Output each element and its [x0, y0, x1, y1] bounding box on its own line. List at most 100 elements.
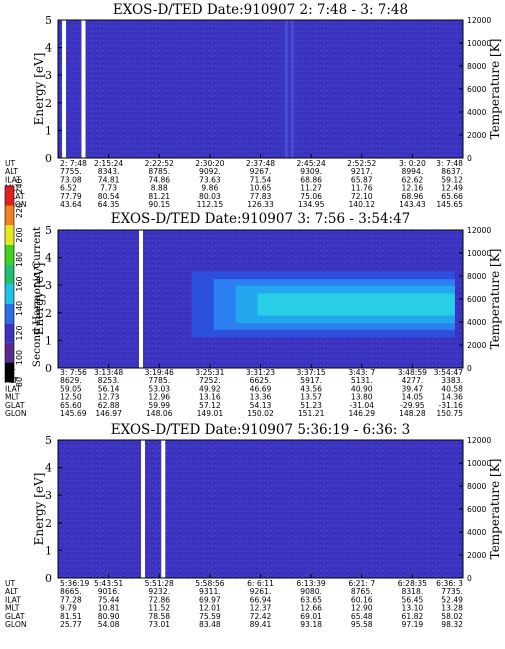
y-right-tick-label: 0 — [467, 154, 472, 163]
table-row-label: ALT — [5, 587, 18, 596]
table-cell: 145.65 — [436, 200, 463, 209]
table-cell: 9261. — [250, 587, 272, 596]
table-cell: 3: 7:56 — [60, 368, 87, 377]
chart-title: EXOS-D/TED Date:910907 2: 7:48 - 3: 7:48 — [113, 2, 408, 18]
y-tick-label: 4 — [45, 42, 52, 55]
table-row-label: GLON — [5, 200, 27, 209]
table-cell: 8637. — [441, 167, 463, 176]
y-right-tick-label: 2000 — [467, 551, 486, 560]
table-cell: 12.37 — [250, 604, 272, 613]
table-cell: 7785. — [148, 376, 170, 385]
table-cell: 150.02 — [247, 409, 274, 418]
colorbar-tick-label: 220 — [15, 203, 24, 218]
table-cell: 7755. — [60, 167, 82, 176]
table-cell: 8343. — [98, 167, 120, 176]
y-tick-label: 0 — [45, 362, 52, 375]
table-cell: 8629. — [60, 376, 82, 385]
y-tick-label: 3 — [45, 69, 52, 82]
y-tick-label: 4 — [45, 462, 52, 475]
table-cell: 6:28:35 — [398, 579, 427, 588]
colorbar-segment — [5, 362, 14, 382]
table-cell: 5:58:56 — [195, 579, 224, 588]
y-right-tick-label: 0 — [467, 364, 472, 373]
table-cell: 40.58 — [441, 384, 463, 393]
table-cell: 9.86 — [201, 184, 218, 193]
table-cell: 6:13:39 — [296, 579, 325, 588]
table-cell: 143.43 — [399, 200, 426, 209]
table-cell: 61.82 — [402, 612, 424, 621]
table-cell: 4277. — [402, 376, 424, 385]
table-cell: 97.19 — [402, 620, 424, 629]
table-cell: 3:37:15 — [296, 368, 325, 377]
y-right-axis-label: Temperature [K] — [488, 39, 502, 140]
table-cell: 12.49 — [441, 184, 463, 193]
y-right-tick-label: 8000 — [467, 482, 486, 491]
table-cell: 80.54 — [98, 192, 120, 201]
table-row-label: GLAT — [5, 612, 25, 621]
data-gap — [81, 20, 86, 158]
colorbar-label: Second Harmonic Current — [31, 226, 43, 367]
chart-title: EXOS-D/TED Date:910907 5:36:19 - 6:36: 3 — [111, 422, 411, 438]
table-cell: 3383. — [441, 376, 463, 385]
table-cell: 90.15 — [148, 200, 170, 209]
colorbar-tick-label: 240 — [15, 178, 24, 193]
table-cell: 2:52:52 — [347, 159, 376, 168]
table-cell: 9217. — [351, 167, 373, 176]
table-cell: 72.42 — [250, 612, 272, 621]
colorbar-tick-label: 120 — [15, 325, 24, 340]
table-cell: 7.73 — [100, 184, 117, 193]
table-cell: 81.51 — [60, 612, 82, 621]
table-cell: 149.01 — [197, 409, 224, 418]
table-row-label: MLT — [5, 604, 20, 613]
y-right-tick-label: 12000 — [467, 226, 491, 235]
table-row-label: GLAT — [5, 192, 25, 201]
table-cell: 10.81 — [98, 604, 120, 613]
table-cell: 13.36 — [250, 393, 272, 402]
colorbar-tick-label: 180 — [15, 252, 24, 267]
table-row-label: GLAT — [5, 401, 25, 410]
table-row-label: MLT — [5, 393, 20, 402]
colorbar-segment — [5, 205, 14, 226]
colorbar-segment — [5, 264, 14, 284]
table-cell: 75.44 — [98, 595, 120, 604]
table-cell: -31.16 — [439, 401, 464, 410]
table-cell: 63.65 — [300, 595, 322, 604]
table-cell: 64.35 — [98, 200, 120, 209]
table-cell: 148.28 — [399, 409, 426, 418]
table-cell: 12.50 — [60, 393, 82, 402]
data-streak — [284, 20, 288, 158]
y-tick-label: 5 — [45, 14, 52, 27]
y-right-tick-label: 4000 — [467, 318, 486, 327]
y-tick-label: 1 — [45, 334, 52, 347]
y-right-axis-label: Temperature [K] — [488, 249, 502, 350]
y-right-tick-label: 10000 — [467, 459, 491, 468]
table-cell: 3:19:46 — [145, 368, 174, 377]
table-cell: 6.52 — [60, 184, 77, 193]
table-cell: 13.28 — [441, 604, 463, 613]
table-cell: 40.90 — [351, 384, 373, 393]
table-cell: 73.08 — [60, 175, 82, 184]
y-right-tick-label: 8000 — [467, 272, 486, 281]
table-cell: 13.10 — [402, 604, 424, 613]
table-cell: 51.23 — [300, 401, 322, 410]
table-cell: 7252. — [199, 376, 221, 385]
table-cell: 3:43: 7 — [348, 368, 375, 377]
y-right-axis-label: Temperature [K] — [488, 459, 502, 560]
table-row-label: ALT — [5, 167, 18, 176]
table-cell: 69.97 — [199, 595, 221, 604]
table-cell: 8318. — [402, 587, 424, 596]
table-cell: 93.18 — [300, 620, 322, 629]
colorbar-frame — [4, 185, 15, 383]
y-right-tick-label: 10000 — [467, 249, 491, 258]
y-right-tick-label: 10000 — [467, 39, 491, 48]
data-streak — [290, 20, 294, 158]
table-cell: 3: 7:48 — [436, 159, 463, 168]
table-cell: 151.21 — [298, 409, 325, 418]
table-cell: 62.88 — [98, 401, 120, 410]
table-cell: 80.90 — [98, 612, 120, 621]
table-cell: 12.90 — [351, 604, 373, 613]
table-cell: 66.94 — [250, 595, 272, 604]
table-cell: 71.54 — [250, 175, 272, 184]
table-cell: 9016. — [98, 587, 120, 596]
